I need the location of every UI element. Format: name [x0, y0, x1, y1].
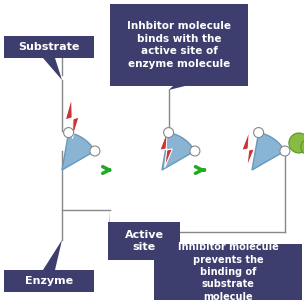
Polygon shape — [242, 131, 254, 168]
Text: Active
site: Active site — [125, 230, 164, 252]
Text: Inhibitor molecule
prevents the
binding of
substrate
molecule: Inhibitor molecule prevents the binding … — [178, 242, 278, 302]
Circle shape — [90, 146, 100, 156]
Polygon shape — [65, 97, 79, 139]
Polygon shape — [160, 131, 172, 168]
Circle shape — [64, 128, 74, 138]
FancyBboxPatch shape — [4, 270, 94, 292]
FancyBboxPatch shape — [4, 36, 94, 58]
Circle shape — [164, 128, 174, 138]
Circle shape — [289, 133, 304, 153]
Circle shape — [301, 139, 304, 155]
Circle shape — [280, 146, 290, 156]
Text: Inhbitor molecule
binds with the
active site of
enzyme molecule: Inhbitor molecule binds with the active … — [127, 21, 231, 69]
Wedge shape — [62, 133, 95, 170]
Wedge shape — [252, 133, 285, 170]
Text: Substrate: Substrate — [18, 42, 80, 52]
Polygon shape — [43, 240, 62, 270]
FancyBboxPatch shape — [108, 222, 180, 260]
Polygon shape — [43, 58, 62, 80]
Wedge shape — [162, 133, 195, 170]
Circle shape — [190, 146, 200, 156]
Text: Enzyme: Enzyme — [25, 276, 73, 286]
FancyBboxPatch shape — [110, 4, 248, 86]
FancyBboxPatch shape — [154, 244, 302, 300]
Polygon shape — [108, 210, 110, 247]
Circle shape — [254, 128, 264, 138]
Polygon shape — [169, 86, 185, 90]
